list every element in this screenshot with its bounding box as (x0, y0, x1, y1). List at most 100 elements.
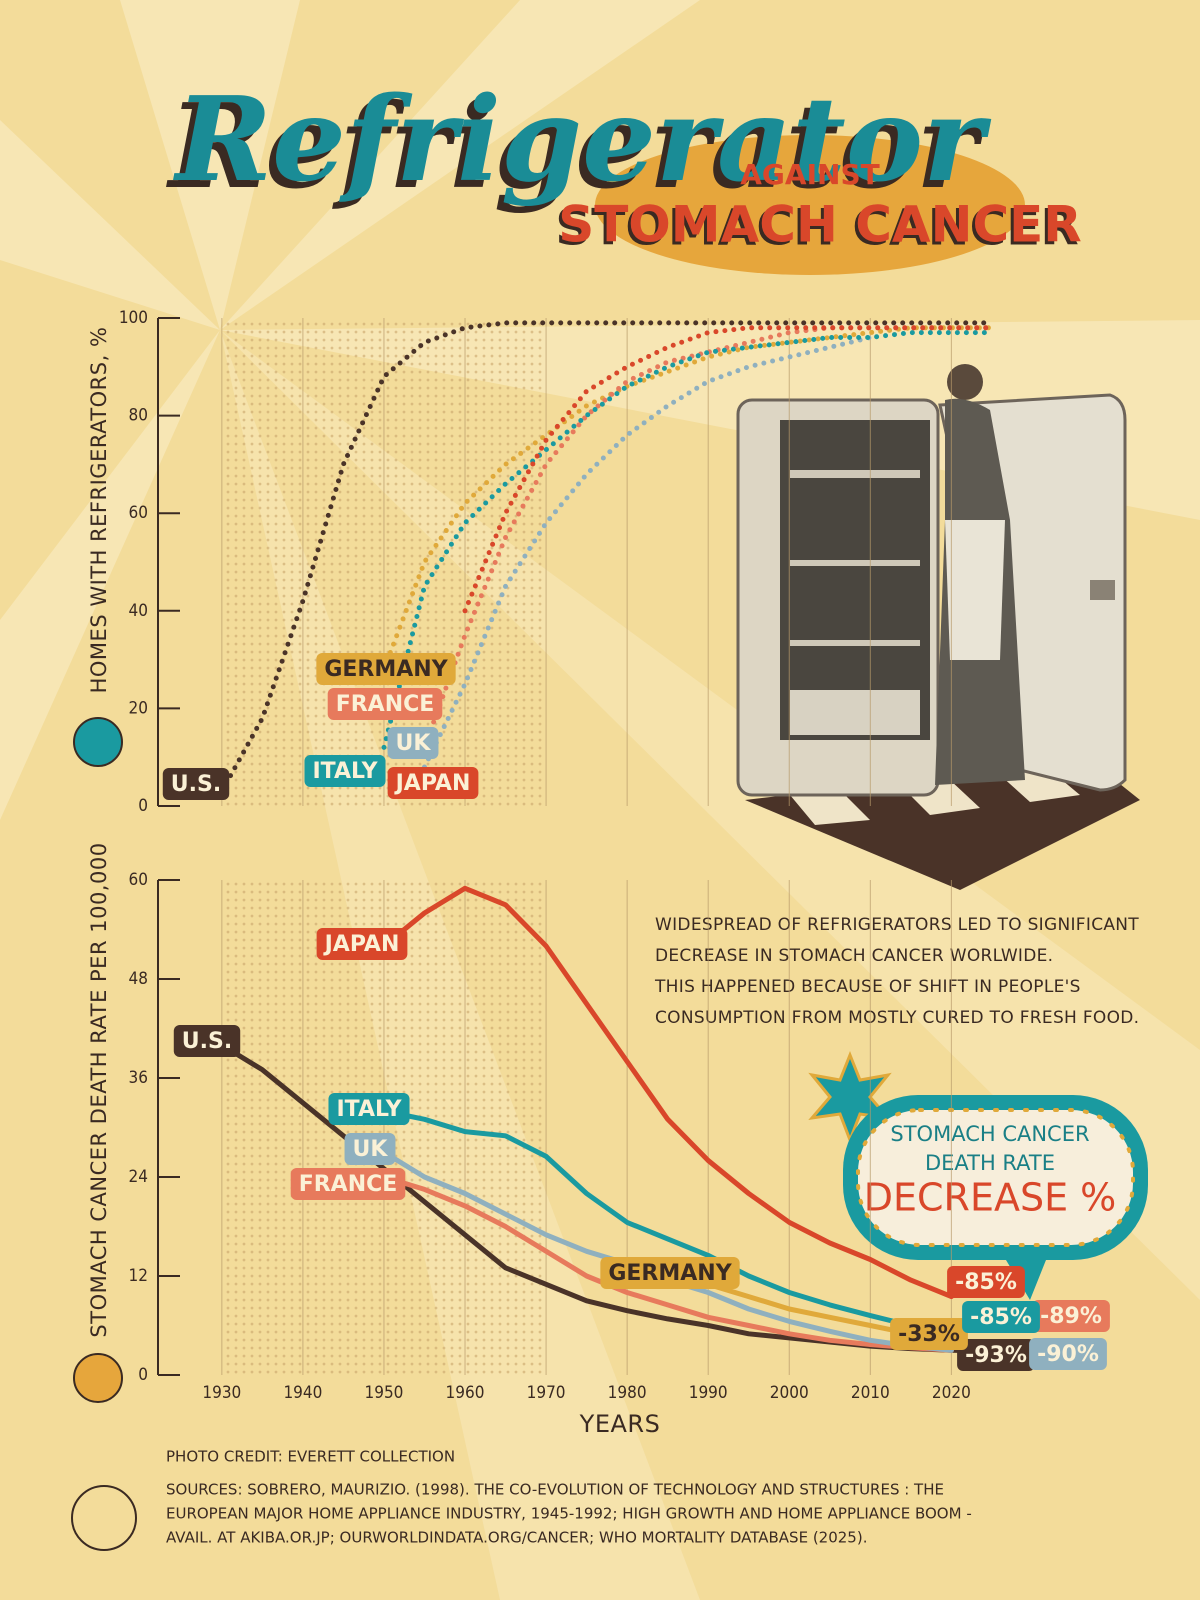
label-text: -90% (1037, 1342, 1099, 1367)
series-label: U.S. (173, 1025, 241, 1057)
x-tick-label: 1950 (365, 1383, 404, 1403)
badge-line: DEATH RATE (925, 1151, 1055, 1175)
series-label: UK (344, 1133, 396, 1165)
series-line (462, 325, 995, 614)
x-tick-label: 2010 (851, 1383, 890, 1403)
label-text: -89% (1040, 1304, 1102, 1329)
series-line (422, 335, 873, 770)
note-line: CONSUMPTION FROM MOSTLY CURED TO FRESH F… (655, 1008, 1139, 1028)
y-tick-label: 12 (129, 1266, 148, 1286)
label-pill (328, 1093, 410, 1125)
series-line (381, 325, 995, 672)
note-line: DECREASE IN STOMACH CANCER WORLWIDE. (655, 946, 1053, 966)
badge-line: STOMACH CANCER (890, 1122, 1089, 1146)
series-label: -33% (890, 1318, 968, 1350)
y-tick-label: 36 (129, 1068, 148, 1088)
x-tick-label: 2020 (932, 1383, 971, 1403)
series-label: JAPAN (387, 767, 479, 799)
series-label: GERMANY (316, 653, 456, 685)
y-tick-label: 40 (129, 601, 148, 621)
label-pill (344, 1133, 396, 1165)
label-pill (304, 755, 386, 787)
y-tick-label: 20 (129, 698, 148, 718)
note-line: THIS HAPPENED BECAUSE OF SHIFT IN PEOPLE… (654, 977, 1081, 997)
y-tick-label: 0 (138, 796, 148, 816)
y-tick-label: 48 (129, 969, 148, 989)
label-pill (316, 653, 456, 685)
series-label: -85% (962, 1301, 1040, 1333)
label-text: -93% (965, 1343, 1027, 1368)
series-label: ITALY (328, 1093, 410, 1125)
label-pill (387, 727, 439, 759)
label-text: -85% (970, 1305, 1032, 1330)
source-line: AVAIL. AT AKIBA.OR.JP; OURWORLDINDATA.OR… (166, 1529, 867, 1547)
series-label: -89% (1032, 1300, 1110, 1332)
x-tick-label: 1930 (202, 1383, 241, 1403)
x-axis-title: YEARS (579, 1410, 661, 1438)
sources: SOURCES: SOBRERO, MAURIZIO. (1998). THE … (166, 1481, 972, 1547)
label-pill (957, 1339, 1035, 1371)
series-line (381, 1174, 954, 1353)
series-label: U.S. (162, 768, 230, 800)
source-line: EUROPEAN MAJOR HOME APPLIANCE INDUSTRY, … (166, 1505, 972, 1523)
note: WIDESPREAD OF REFRIGERATORS LED TO SIGNI… (654, 915, 1139, 1028)
label-text: JAPAN (323, 932, 400, 957)
photo (736, 364, 1140, 890)
series-label: ITALY (304, 755, 386, 787)
kicker: AGAINST (740, 158, 879, 191)
x-tick-label: 2000 (770, 1383, 809, 1403)
label-text: FRANCE (299, 1172, 398, 1197)
y-axis-title: STOMACH CANCER DEATH RATE PER 100,000 (87, 842, 111, 1337)
y-axis-title: HOMES WITH REFRIGERATORS, % (87, 327, 111, 694)
credit: PHOTO CREDIT: EVERETT COLLECTION (166, 1448, 455, 1466)
series-label: GERMANY (600, 1257, 740, 1289)
x-tick-label: 1980 (608, 1383, 647, 1403)
y-tick-label: 24 (129, 1167, 148, 1187)
label-text: UK (353, 1137, 389, 1162)
series-label: UK (387, 727, 439, 759)
series-line (219, 320, 995, 794)
label-pill (173, 1025, 241, 1057)
note-line: WIDESPREAD OF REFRIGERATORS LED TO SIGNI… (655, 915, 1139, 935)
y-tick-label: 80 (129, 406, 148, 426)
series-label: JAPAN (316, 928, 408, 960)
x-tick-label: 1960 (446, 1383, 485, 1403)
series-label: -90% (1029, 1338, 1107, 1370)
label-pill (947, 1266, 1025, 1298)
label-pill (387, 767, 479, 799)
subtitle: STOMACH CANCER (558, 196, 1082, 254)
label-pill (600, 1257, 740, 1289)
series-line (381, 330, 995, 750)
badge: STOMACH CANCER DEATH RATE DECREASE % (808, 1050, 1148, 1300)
stomach-icon (73, 1353, 123, 1403)
x-tick-label: 1990 (689, 1383, 728, 1403)
label-pill (1032, 1300, 1110, 1332)
series-label: FRANCE (327, 688, 443, 720)
label-text: UK (396, 731, 432, 756)
label-text: ITALY (312, 759, 378, 784)
title: Refrigerator (173, 72, 992, 208)
label-pill (316, 928, 408, 960)
series-label: -85% (947, 1266, 1025, 1298)
x-tick-label: 1970 (527, 1383, 566, 1403)
source-line: SOURCES: SOBRERO, MAURIZIO. (1998). THE … (166, 1481, 944, 1499)
snowflake-icon (73, 717, 123, 767)
x-tick-label: 1940 (283, 1383, 322, 1403)
label-pill (162, 768, 230, 800)
label-text: ITALY (336, 1097, 402, 1122)
label-text: -85% (955, 1270, 1017, 1295)
label-pill (962, 1301, 1040, 1333)
label-pill (890, 1318, 968, 1350)
series-label: FRANCE (290, 1168, 406, 1200)
y-tick-label: 0 (138, 1365, 148, 1385)
label-text: JAPAN (394, 771, 471, 796)
label-text: -33% (898, 1322, 960, 1347)
label-text: U.S. (182, 1029, 232, 1054)
label-pill (327, 688, 443, 720)
series-line (381, 885, 954, 1300)
charts: 0 20 40 60 80 100 U.S. GERMANY FRANCE UK ITALY JAPA… (119, 308, 1110, 1403)
label-text: GERMANY (608, 1261, 732, 1286)
y-tick-label: 60 (129, 870, 148, 890)
label-text: FRANCE (336, 692, 435, 717)
